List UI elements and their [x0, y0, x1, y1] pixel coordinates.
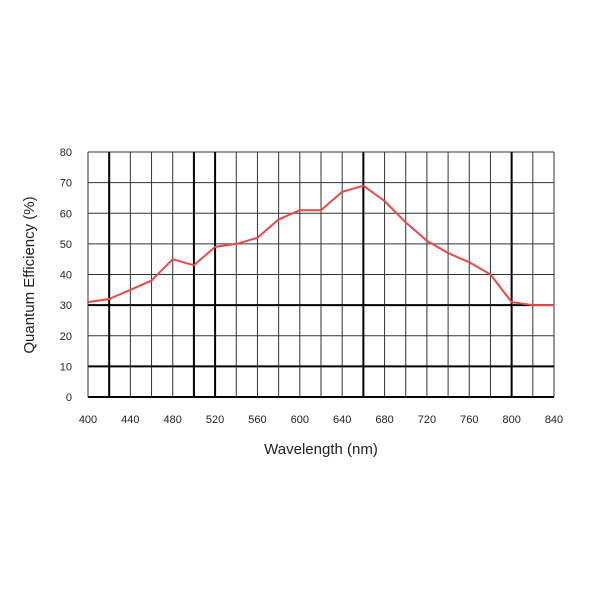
x-axis-label: Wavelength (nm): [264, 441, 378, 458]
x-tick-label: 840: [545, 414, 563, 426]
x-tick-labels: 400 440 480 520 560 600 640 680 720 760 800 840: [79, 414, 563, 426]
y-tick-label: 50: [60, 239, 72, 251]
x-tick-label: 800: [502, 414, 520, 426]
x-tick-label: 560: [248, 414, 266, 426]
x-tick-label: 400: [79, 414, 97, 426]
series-line: [87, 184, 554, 307]
x-tick-label: 680: [375, 414, 393, 426]
x-tick-label: 520: [206, 414, 224, 426]
x-tick-label: 720: [418, 414, 436, 426]
x-tick-label: 480: [164, 414, 182, 426]
x-tick-label: 760: [460, 414, 478, 426]
y-tick-label: 20: [60, 331, 72, 343]
y-tick-labels: 0 10 20 30 40 50 60 70 80: [60, 147, 72, 404]
y-tick-label: 70: [60, 178, 72, 190]
x-tick-label: 640: [333, 414, 351, 426]
series-layer: [87, 184, 554, 307]
y-tick-label: 10: [60, 361, 72, 373]
grid-minor: [87, 151, 555, 397]
y-tick-label: 80: [60, 147, 72, 159]
grid-major: [88, 152, 554, 398]
x-tick-label: 440: [121, 414, 139, 426]
x-tick-label: 600: [291, 414, 309, 426]
y-axis-label: Quantum Efficiency (%): [21, 196, 38, 353]
y-tick-label: 0: [66, 392, 72, 404]
y-tick-label: 60: [60, 208, 72, 220]
y-tick-label: 30: [60, 300, 72, 312]
y-tick-label: 40: [60, 270, 72, 282]
